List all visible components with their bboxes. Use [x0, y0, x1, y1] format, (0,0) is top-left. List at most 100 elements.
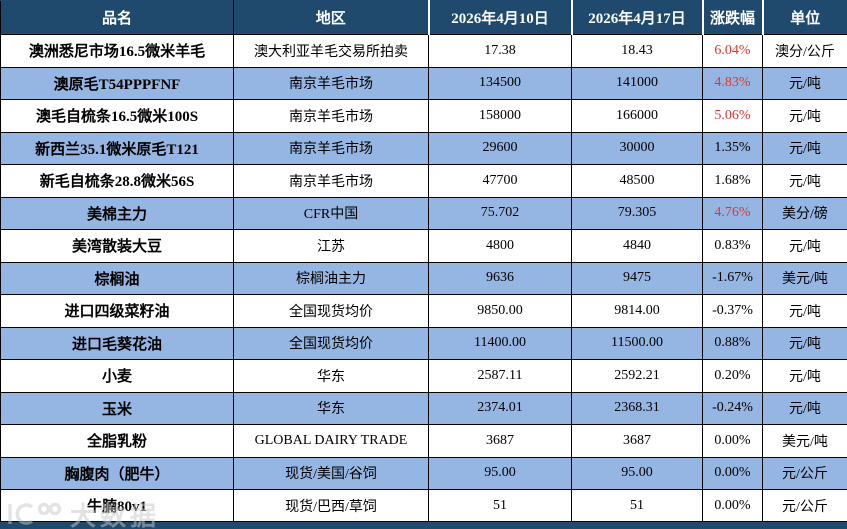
cell-name: 澳洲悉尼市场16.5微米羊毛 [0, 34, 234, 68]
cell-date1: 2587.11 [428, 359, 572, 393]
cell-name: 进口四级菜籽油 [0, 294, 234, 328]
cell-date1: 29600 [428, 131, 572, 165]
cell-change: 4.83% [702, 66, 763, 100]
cell-name: 澳原毛T54PPPFNF [0, 66, 234, 100]
cell-date2: 141000 [571, 66, 703, 100]
column-header-unit: 单位 [762, 0, 847, 35]
cell-change: -1.67% [702, 261, 763, 295]
cell-name: 全脂乳粉 [0, 424, 234, 458]
cell-region: 全国现货均价 [233, 294, 429, 328]
cell-unit: 元/公斤 [762, 489, 847, 523]
cell-unit: 元/吨 [762, 294, 847, 328]
cell-unit: 元/吨 [762, 66, 847, 100]
column-header-change: 涨跌幅 [702, 0, 764, 35]
cell-date2: 4840 [571, 229, 703, 263]
cell-change: 0.00% [702, 424, 763, 458]
cell-change: 6.04% [702, 34, 763, 68]
cell-change: 1.68% [702, 164, 763, 198]
cell-date1: 51 [428, 489, 572, 523]
next-section-partial-row [0, 521, 847, 529]
table-row: 牛腩80v1 现货/巴西/草饲 51 51 0.00% 元/公斤 [0, 489, 847, 523]
table-row: 新毛自梳条28.8微米56S 南京羊毛市场 47700 48500 1.68% 元/吨 [0, 164, 847, 198]
cell-unit: 美元/吨 [762, 261, 847, 295]
cell-name: 新毛自梳条28.8微米56S [0, 164, 234, 198]
cell-unit: 元/吨 [762, 391, 847, 425]
cell-change: -0.37% [702, 294, 763, 328]
cell-date2: 2592.21 [571, 359, 703, 393]
cell-unit: 元/吨 [762, 229, 847, 263]
cell-date1: 9636 [428, 261, 572, 295]
cell-change: 0.20% [702, 359, 763, 393]
cell-name: 新西兰35.1微米原毛T121 [0, 131, 234, 165]
cell-date2: 9475 [571, 261, 703, 295]
cell-name: 澳毛自梳条16.5微米100S [0, 99, 234, 133]
cell-name: 美棉主力 [0, 196, 234, 230]
table-row: 澳毛自梳条16.5微米100S 南京羊毛市场 158000 166000 5.06% 元/… [0, 99, 847, 133]
table-row: 玉米 华东 2374.01 2368.31 -0.24% 元/吨 [0, 391, 847, 425]
cell-region: 南京羊毛市场 [233, 99, 429, 133]
cell-date2: 166000 [571, 99, 703, 133]
cell-date1: 11400.00 [428, 326, 572, 360]
cell-date1: 134500 [428, 66, 572, 100]
cell-region: GLOBAL DAIRY TRADE [233, 424, 429, 458]
cell-change: 0.83% [702, 229, 763, 263]
cell-date2: 3687 [571, 424, 703, 458]
cell-region: CFR中国 [233, 196, 429, 230]
table-row: 全脂乳粉 GLOBAL DAIRY TRADE 3687 3687 0.00% 美元/吨 [0, 424, 847, 458]
cell-region: 全国现货均价 [233, 326, 429, 360]
cell-region: 江苏 [233, 229, 429, 263]
cell-region: 南京羊毛市场 [233, 164, 429, 198]
table-row: 澳洲悉尼市场16.5微米羊毛 澳大利亚羊毛交易所拍卖 17.38 18.43 6.04%… [0, 34, 847, 68]
cell-change: -0.24% [702, 391, 763, 425]
cell-change: 0.00% [702, 489, 763, 523]
cell-unit: 元/吨 [762, 359, 847, 393]
cell-name: 牛腩80v1 [0, 489, 234, 523]
cell-unit: 元/吨 [762, 326, 847, 360]
cell-date2: 18.43 [571, 34, 703, 68]
table-row: 澳原毛T54PPPFNF 南京羊毛市场 134500 141000 4.83% 元/吨 [0, 66, 847, 100]
cell-date2: 30000 [571, 131, 703, 165]
cell-date2: 9814.00 [571, 294, 703, 328]
cell-name: 小麦 [0, 359, 234, 393]
cell-name: 美湾散装大豆 [0, 229, 234, 263]
cell-region: 南京羊毛市场 [233, 66, 429, 100]
cell-unit: 澳分/公斤 [762, 34, 847, 68]
cell-region: 现货/巴西/草饲 [233, 489, 429, 523]
table-row: 美棉主力 CFR中国 75.702 79.305 4.76% 美分/磅 [0, 196, 847, 230]
cell-date2: 48500 [571, 164, 703, 198]
table-row: 胸腹肉（肥牛） 现货/美国/谷饲 95.00 95.00 0.00% 元/公斤 [0, 456, 847, 490]
cell-date2: 95.00 [571, 456, 703, 490]
cell-change: 4.76% [702, 196, 763, 230]
table-row: 进口四级菜籽油 全国现货均价 9850.00 9814.00 -0.37% 元/吨 [0, 294, 847, 328]
cell-date1: 17.38 [428, 34, 572, 68]
column-header-date2: 2026年4月17日 [571, 0, 704, 35]
cell-region: 现货/美国/谷饲 [233, 456, 429, 490]
cell-change: 5.06% [702, 99, 763, 133]
table-row: 美湾散装大豆 江苏 4800 4840 0.83% 元/吨 [0, 229, 847, 263]
cell-unit: 元/吨 [762, 164, 847, 198]
column-header-name: 品名 [0, 0, 234, 35]
column-header-region: 地区 [233, 0, 430, 35]
cell-date1: 47700 [428, 164, 572, 198]
table-row: 进口毛葵花油 全国现货均价 11400.00 11500.00 0.88% 元/吨 [0, 326, 847, 360]
cell-change: 0.00% [702, 456, 763, 490]
cell-date2: 11500.00 [571, 326, 703, 360]
cell-date2: 51 [571, 489, 703, 523]
table-row: 新西兰35.1微米原毛T121 南京羊毛市场 29600 30000 1.35% 元/吨 [0, 131, 847, 165]
cell-date2: 2368.31 [571, 391, 703, 425]
cell-unit: 元/吨 [762, 99, 847, 133]
cell-name: 胸腹肉（肥牛） [0, 456, 234, 490]
cell-date1: 3687 [428, 424, 572, 458]
header-row: 品名 地区 2026年4月10日 2026年4月17日 涨跌幅 单位 [0, 0, 847, 35]
cell-name: 玉米 [0, 391, 234, 425]
cell-date1: 9850.00 [428, 294, 572, 328]
cell-date1: 95.00 [428, 456, 572, 490]
cell-unit: 美元/吨 [762, 424, 847, 458]
cell-unit: 美分/磅 [762, 196, 847, 230]
table-row: 小麦 华东 2587.11 2592.21 0.20% 元/吨 [0, 359, 847, 393]
cell-name: 棕榈油 [0, 261, 234, 295]
cell-change: 1.35% [702, 131, 763, 165]
column-header-date1: 2026年4月10日 [428, 0, 573, 35]
cell-date1: 158000 [428, 99, 572, 133]
